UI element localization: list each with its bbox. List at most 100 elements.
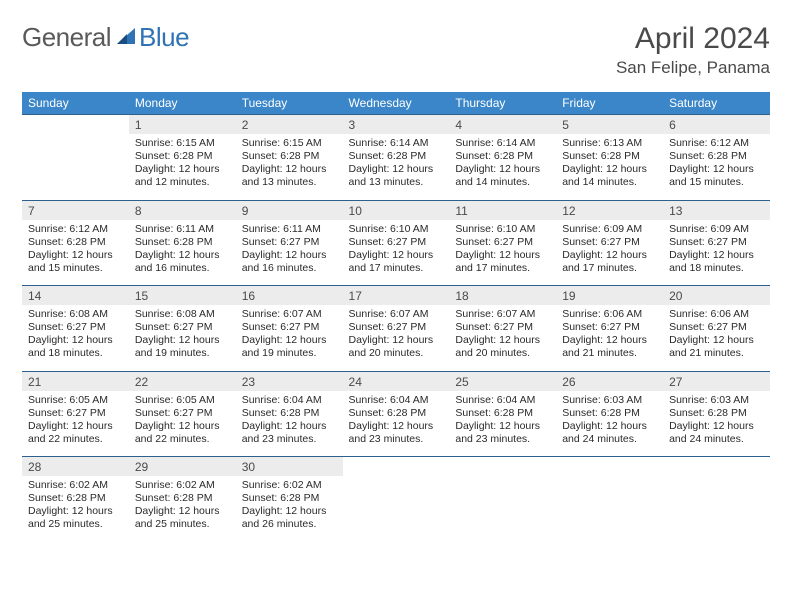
sunset-line: Sunset: 6:27 PM (242, 236, 337, 249)
sunset-line: Sunset: 6:28 PM (562, 407, 657, 420)
daylight-line: Daylight: 12 hours and 23 minutes. (349, 420, 444, 446)
daylight-line: Daylight: 12 hours and 17 minutes. (349, 249, 444, 275)
daylight-line: Daylight: 12 hours and 12 minutes. (135, 163, 230, 189)
day-cell: Sunrise: 6:07 AMSunset: 6:27 PMDaylight:… (343, 305, 450, 371)
day-cell: Sunrise: 6:09 AMSunset: 6:27 PMDaylight:… (556, 220, 663, 286)
sunset-line: Sunset: 6:27 PM (455, 236, 550, 249)
day-cell: Sunrise: 6:07 AMSunset: 6:27 PMDaylight:… (449, 305, 556, 371)
day-number: 8 (129, 200, 236, 220)
day-cell: Sunrise: 6:14 AMSunset: 6:28 PMDaylight:… (343, 134, 450, 200)
calendar-body: 123456Sunrise: 6:15 AMSunset: 6:28 PMDay… (22, 115, 770, 542)
day-cell: Sunrise: 6:02 AMSunset: 6:28 PMDaylight:… (22, 476, 129, 542)
empty-daynum (449, 457, 556, 477)
weekday-header: Thursday (449, 92, 556, 115)
sunset-line: Sunset: 6:27 PM (28, 321, 123, 334)
day-number: 19 (556, 286, 663, 306)
sunset-line: Sunset: 6:28 PM (135, 492, 230, 505)
daylight-line: Daylight: 12 hours and 24 minutes. (669, 420, 764, 446)
day-number: 4 (449, 115, 556, 135)
day-number: 7 (22, 200, 129, 220)
sunset-line: Sunset: 6:27 PM (349, 236, 444, 249)
day-cell: Sunrise: 6:04 AMSunset: 6:28 PMDaylight:… (236, 391, 343, 457)
day-cell: Sunrise: 6:04 AMSunset: 6:28 PMDaylight:… (343, 391, 450, 457)
daylight-line: Daylight: 12 hours and 21 minutes. (562, 334, 657, 360)
sunset-line: Sunset: 6:27 PM (562, 236, 657, 249)
day-number: 30 (236, 457, 343, 477)
daylight-line: Daylight: 12 hours and 22 minutes. (135, 420, 230, 446)
day-cell: Sunrise: 6:13 AMSunset: 6:28 PMDaylight:… (556, 134, 663, 200)
day-number: 18 (449, 286, 556, 306)
daylight-line: Daylight: 12 hours and 20 minutes. (455, 334, 550, 360)
daynum-row: 282930 (22, 457, 770, 477)
sunrise-line: Sunrise: 6:11 AM (135, 223, 230, 236)
day-number: 3 (343, 115, 450, 135)
empty-cell (449, 476, 556, 542)
day-number: 2 (236, 115, 343, 135)
sunrise-line: Sunrise: 6:05 AM (28, 394, 123, 407)
day-cell: Sunrise: 6:06 AMSunset: 6:27 PMDaylight:… (556, 305, 663, 371)
daylight-line: Daylight: 12 hours and 16 minutes. (135, 249, 230, 275)
empty-cell (556, 476, 663, 542)
daylight-line: Daylight: 12 hours and 13 minutes. (349, 163, 444, 189)
daylight-line: Daylight: 12 hours and 25 minutes. (135, 505, 230, 531)
day-number: 21 (22, 371, 129, 391)
daylight-line: Daylight: 12 hours and 17 minutes. (562, 249, 657, 275)
sunrise-line: Sunrise: 6:11 AM (242, 223, 337, 236)
sunrise-line: Sunrise: 6:05 AM (135, 394, 230, 407)
sunrise-line: Sunrise: 6:13 AM (562, 137, 657, 150)
daylight-line: Daylight: 12 hours and 23 minutes. (455, 420, 550, 446)
day-cell: Sunrise: 6:07 AMSunset: 6:27 PMDaylight:… (236, 305, 343, 371)
day-number: 11 (449, 200, 556, 220)
sunrise-line: Sunrise: 6:10 AM (455, 223, 550, 236)
sunset-line: Sunset: 6:28 PM (135, 150, 230, 163)
sunrise-line: Sunrise: 6:04 AM (349, 394, 444, 407)
sail-icon (115, 26, 137, 51)
day-number: 16 (236, 286, 343, 306)
sunset-line: Sunset: 6:27 PM (135, 407, 230, 420)
sunrise-line: Sunrise: 6:06 AM (562, 308, 657, 321)
sunset-line: Sunset: 6:28 PM (242, 407, 337, 420)
empty-daynum (343, 457, 450, 477)
weekday-header: Sunday (22, 92, 129, 115)
day-cell: Sunrise: 6:11 AMSunset: 6:28 PMDaylight:… (129, 220, 236, 286)
sunrise-line: Sunrise: 6:02 AM (135, 479, 230, 492)
day-cell: Sunrise: 6:04 AMSunset: 6:28 PMDaylight:… (449, 391, 556, 457)
sunset-line: Sunset: 6:27 PM (669, 321, 764, 334)
daylight-line: Daylight: 12 hours and 21 minutes. (669, 334, 764, 360)
sunrise-line: Sunrise: 6:07 AM (242, 308, 337, 321)
day-number: 17 (343, 286, 450, 306)
day-cell: Sunrise: 6:02 AMSunset: 6:28 PMDaylight:… (236, 476, 343, 542)
sunrise-line: Sunrise: 6:08 AM (28, 308, 123, 321)
day-number: 6 (663, 115, 770, 135)
day-number: 25 (449, 371, 556, 391)
day-cell: Sunrise: 6:12 AMSunset: 6:28 PMDaylight:… (22, 220, 129, 286)
sunrise-line: Sunrise: 6:14 AM (455, 137, 550, 150)
sunrise-line: Sunrise: 6:12 AM (28, 223, 123, 236)
sunrise-line: Sunrise: 6:06 AM (669, 308, 764, 321)
sunrise-line: Sunrise: 6:07 AM (455, 308, 550, 321)
day-number: 26 (556, 371, 663, 391)
day-number: 13 (663, 200, 770, 220)
sunrise-line: Sunrise: 6:09 AM (562, 223, 657, 236)
sunset-line: Sunset: 6:28 PM (455, 150, 550, 163)
sunset-line: Sunset: 6:28 PM (669, 407, 764, 420)
day-cell: Sunrise: 6:05 AMSunset: 6:27 PMDaylight:… (22, 391, 129, 457)
sunset-line: Sunset: 6:27 PM (669, 236, 764, 249)
day-number: 5 (556, 115, 663, 135)
sunset-line: Sunset: 6:27 PM (562, 321, 657, 334)
sunrise-line: Sunrise: 6:10 AM (349, 223, 444, 236)
day-cell: Sunrise: 6:03 AMSunset: 6:28 PMDaylight:… (663, 391, 770, 457)
daylight-line: Daylight: 12 hours and 22 minutes. (28, 420, 123, 446)
sunrise-line: Sunrise: 6:04 AM (242, 394, 337, 407)
day-number: 12 (556, 200, 663, 220)
sunset-line: Sunset: 6:28 PM (28, 236, 123, 249)
sunset-line: Sunset: 6:27 PM (135, 321, 230, 334)
day-cell: Sunrise: 6:08 AMSunset: 6:27 PMDaylight:… (22, 305, 129, 371)
page-header: General Blue April 2024 San Felipe, Pana… (22, 22, 770, 78)
daylight-line: Daylight: 12 hours and 15 minutes. (28, 249, 123, 275)
day-cell: Sunrise: 6:03 AMSunset: 6:28 PMDaylight:… (556, 391, 663, 457)
sunset-line: Sunset: 6:28 PM (562, 150, 657, 163)
daynum-row: 123456 (22, 115, 770, 135)
location-label: San Felipe, Panama (616, 58, 770, 78)
weekday-header: Tuesday (236, 92, 343, 115)
